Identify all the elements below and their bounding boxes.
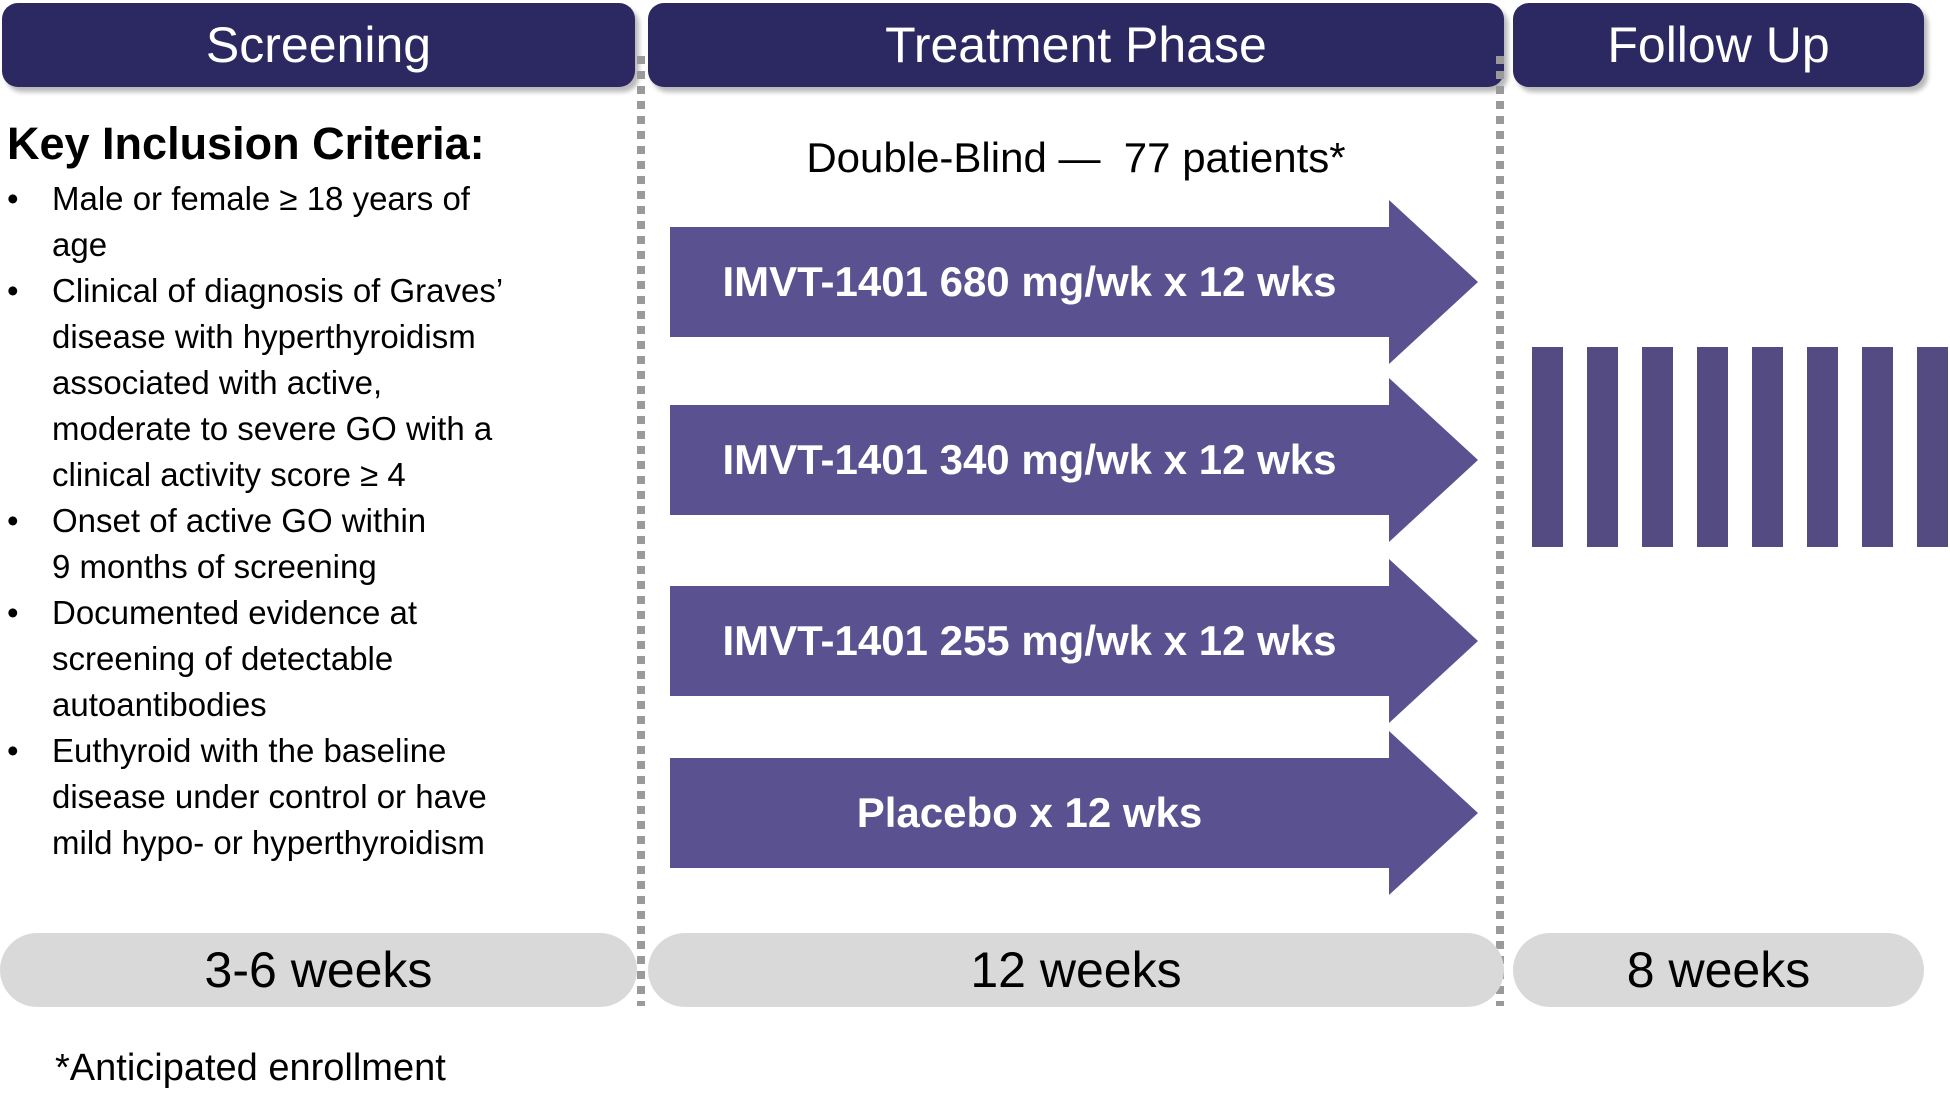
- criteria-item-autoantibodies: Documented evidence at screening of dete…: [7, 590, 522, 728]
- follow-up-bar: [1807, 347, 1838, 547]
- treatment-arm-arrow-placebo: Placebo x 12 wks: [670, 731, 1478, 895]
- follow-up-bar: [1587, 347, 1618, 547]
- treatment-arm-label: IMVT-1401 255 mg/wk x 12 wks: [722, 617, 1337, 664]
- treatment-arm-label: Placebo x 12 wks: [856, 789, 1203, 836]
- follow-up-duration-label: 8 weeks: [1626, 942, 1811, 998]
- criteria-item-euthyroid: Euthyroid with the baseline disease unde…: [7, 728, 522, 866]
- follow-up-bar: [1752, 347, 1783, 547]
- key-inclusion-criteria: Key Inclusion Criteria: Male or female ≥…: [7, 118, 627, 866]
- follow-up-phase-header-label: Follow Up: [1607, 17, 1830, 73]
- criteria-item-graves-diagnosis: Clinical of diagnosis of Graves’ disease…: [7, 268, 522, 498]
- screening-treatment-divider: [637, 56, 645, 1006]
- screening-duration-pill: 3-6 weeks: [0, 933, 637, 1007]
- criteria-list: Male or female ≥ 18 years of age Clinica…: [7, 176, 627, 866]
- treatment-duration-label: 12 weeks: [970, 942, 1182, 998]
- follow-up-phase-header: Follow Up: [1513, 3, 1924, 87]
- anticipated-enrollment-footnote: *Anticipated enrollment: [55, 1047, 446, 1089]
- treatment-arm-arrow-255mg: IMVT-1401 255 mg/wk x 12 wks: [670, 559, 1478, 723]
- follow-up-bar: [1862, 347, 1893, 547]
- follow-up-bar: [1642, 347, 1673, 547]
- treatment-duration-pill: 12 weeks: [648, 933, 1504, 1007]
- treatment-phase-header: Treatment Phase: [648, 3, 1504, 87]
- treatment-arm-label: IMVT-1401 340 mg/wk x 12 wks: [722, 436, 1337, 483]
- treatment-arm-arrow-340mg: IMVT-1401 340 mg/wk x 12 wks: [670, 378, 1478, 542]
- treatment-arm-label: IMVT-1401 680 mg/wk x 12 wks: [722, 258, 1337, 305]
- follow-up-bar: [1697, 347, 1728, 547]
- criteria-item-age: Male or female ≥ 18 years of age: [7, 176, 522, 268]
- treatment-arm-arrow-680mg: IMVT-1401 680 mg/wk x 12 wks: [670, 200, 1478, 364]
- screening-phase-header: Screening: [2, 3, 635, 87]
- treatment-phase-header-label: Treatment Phase: [885, 17, 1267, 73]
- follow-up-bars: [1532, 347, 1948, 547]
- double-blind-subtitle: Double-Blind — 77 patients*: [806, 134, 1346, 181]
- screening-phase-header-label: Screening: [205, 17, 432, 73]
- screening-duration-label: 3-6 weeks: [204, 942, 433, 998]
- follow-up-duration-pill: 8 weeks: [1513, 933, 1924, 1007]
- criteria-heading: Key Inclusion Criteria:: [7, 118, 485, 169]
- follow-up-bar: [1532, 347, 1563, 547]
- follow-up-bar: [1917, 347, 1948, 547]
- criteria-item-go-onset: Onset of active GO within 9 months of sc…: [7, 498, 522, 590]
- treatment-followup-divider: [1496, 56, 1504, 1006]
